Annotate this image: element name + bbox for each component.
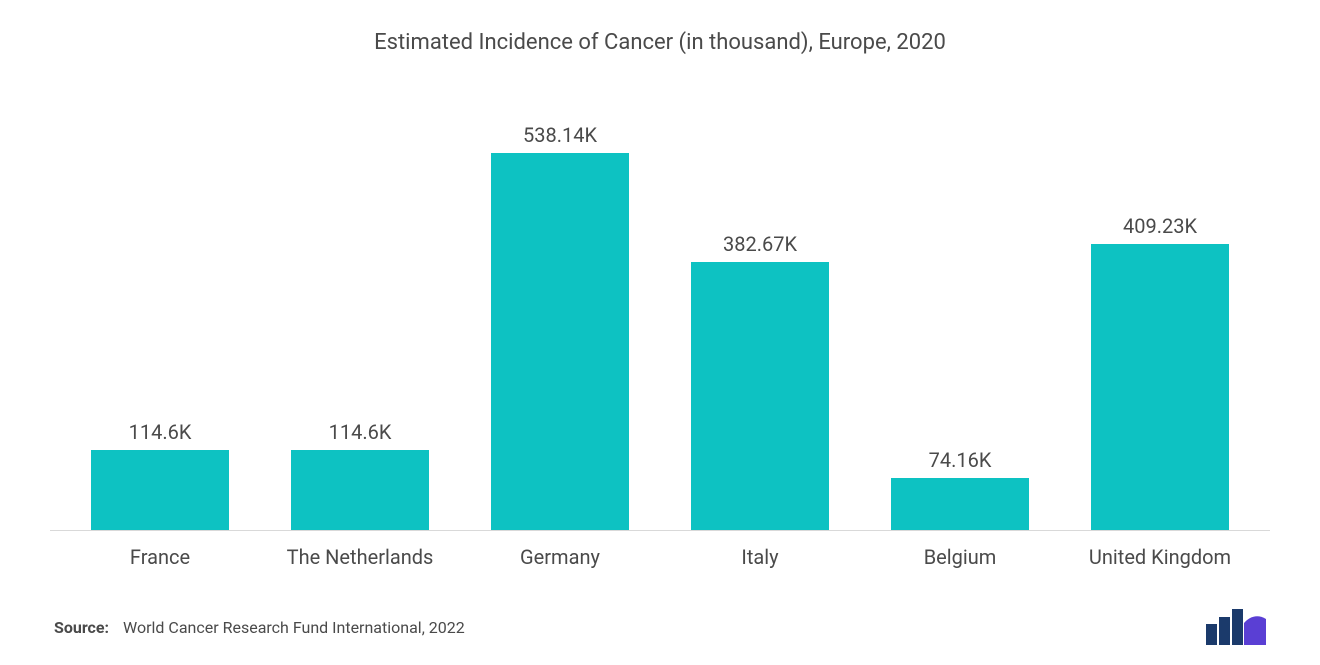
chart-footer: Source: World Cancer Research Fund Inter… — [50, 609, 1270, 645]
bar-value-label: 114.6K — [329, 420, 392, 444]
source-text: World Cancer Research Fund International… — [123, 618, 465, 637]
bar-group: 382.67K — [660, 65, 860, 530]
bar-value-label: 538.14K — [523, 123, 597, 147]
bar-group: 74.16K — [860, 65, 1060, 530]
x-axis-label: France — [60, 539, 260, 569]
bar-value-label: 382.67K — [723, 232, 797, 256]
plot-area: 114.6K 114.6K 538.14K 382.67K 74.16K 409.23K — [50, 65, 1270, 530]
bar — [491, 153, 629, 530]
logo-icon — [1206, 609, 1266, 645]
chart-container: Estimated Incidence of Cancer (in thousa… — [0, 0, 1320, 665]
bar — [1091, 244, 1229, 530]
bar-group: 114.6K — [260, 65, 460, 530]
bar-group: 538.14K — [460, 65, 660, 530]
x-axis-label: Germany — [460, 539, 660, 569]
source-line: Source: World Cancer Research Fund Inter… — [54, 618, 465, 637]
brand-logo — [1206, 609, 1266, 645]
bar — [691, 262, 829, 530]
x-axis-label: United Kingdom — [1060, 539, 1260, 569]
bar — [891, 478, 1029, 530]
chart-title: Estimated Incidence of Cancer (in thousa… — [50, 30, 1270, 55]
bar — [91, 450, 229, 530]
source-label: Source: — [54, 618, 109, 637]
x-axis: FranceThe NetherlandsGermanyItalyBelgium… — [50, 530, 1270, 569]
bar-group: 114.6K — [60, 65, 260, 530]
x-axis-label: Italy — [660, 539, 860, 569]
bar-group: 409.23K — [1060, 65, 1260, 530]
bar-value-label: 74.16K — [929, 448, 992, 472]
bar — [291, 450, 429, 530]
x-axis-label: Belgium — [860, 539, 1060, 569]
bar-value-label: 409.23K — [1123, 214, 1197, 238]
bar-value-label: 114.6K — [129, 420, 192, 444]
x-axis-label: The Netherlands — [260, 539, 460, 569]
